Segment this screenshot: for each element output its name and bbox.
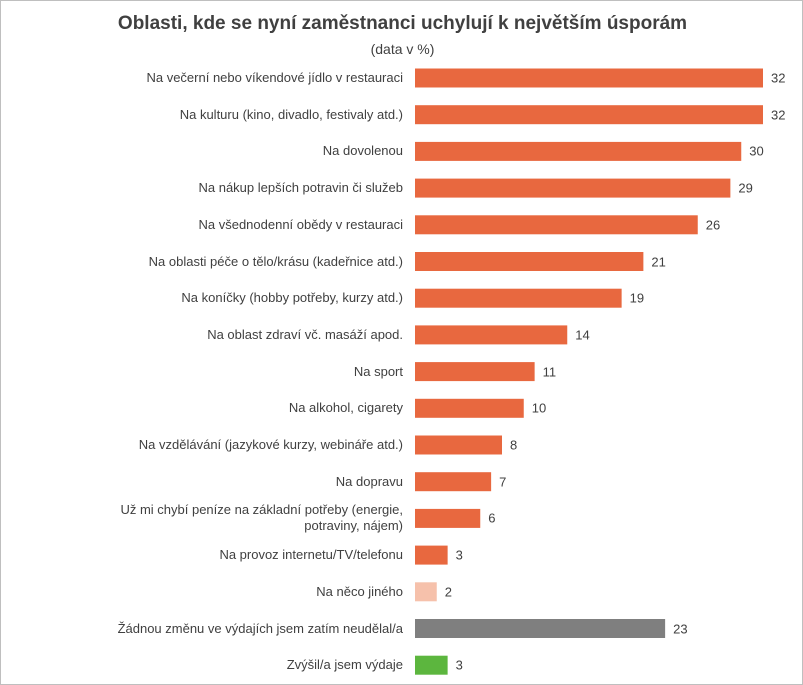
category-label: Na sport bbox=[353, 363, 403, 379]
value-label: 7 bbox=[499, 474, 507, 490]
value-label: 14 bbox=[575, 327, 590, 343]
category-label: Na něco jiného bbox=[316, 583, 403, 599]
bar bbox=[415, 545, 448, 565]
category-label: Na vzdělávání (jazykové kurzy, webináře … bbox=[138, 437, 403, 452]
category-label: Na dopravu bbox=[335, 473, 403, 489]
bar bbox=[415, 252, 644, 271]
value-label: 10 bbox=[531, 400, 547, 416]
value-label: 21 bbox=[651, 254, 666, 269]
category-label: Na oblast zdraví vč. masáží apod. bbox=[207, 326, 403, 342]
value-label: 32 bbox=[771, 107, 786, 123]
category-label: Na dovolenou bbox=[322, 143, 403, 159]
category-label: Na provoz internetu/TV/telefonu bbox=[219, 547, 403, 563]
value-label: 2 bbox=[444, 584, 452, 600]
bar bbox=[415, 472, 492, 492]
category-label: Na večerní nebo víkendové jídlo v restau… bbox=[146, 70, 403, 85]
value-label: 3 bbox=[455, 657, 463, 673]
value-label: 11 bbox=[542, 364, 557, 380]
bar bbox=[415, 105, 763, 125]
bar bbox=[415, 655, 448, 675]
bar bbox=[415, 508, 481, 528]
value-label: 30 bbox=[749, 143, 764, 159]
chart-title: Oblasti, kde se nyní zaměstnanci uchyluj… bbox=[117, 13, 688, 34]
value-label: 3 bbox=[455, 547, 463, 563]
category-label: Na všednodenní obědy v restauraci bbox=[198, 216, 403, 232]
value-label: 26 bbox=[705, 217, 721, 233]
bar bbox=[415, 215, 698, 235]
bar bbox=[415, 398, 524, 418]
category-label: Zvýšil/a jsem výdaje bbox=[286, 657, 403, 673]
bar bbox=[415, 619, 666, 638]
bar bbox=[415, 582, 437, 602]
value-label: 6 bbox=[488, 510, 496, 526]
bar bbox=[415, 68, 763, 88]
category-label: Na alkohol, cigarety bbox=[288, 400, 403, 416]
bar bbox=[415, 288, 622, 308]
bar bbox=[415, 435, 502, 455]
value-label: 29 bbox=[738, 180, 753, 196]
category-label: Na koníčky (hobby potřeby, kurzy atd.) bbox=[181, 290, 403, 306]
value-label: 32 bbox=[771, 70, 786, 86]
category-label: Už mi chybí peníze na základní potřeby (… bbox=[120, 502, 403, 534]
value-label: 8 bbox=[510, 437, 518, 453]
value-label: 23 bbox=[673, 621, 688, 636]
category-label: Na oblasti péče o tělo/krásu (kadeřnice … bbox=[148, 253, 403, 269]
bar bbox=[415, 362, 535, 382]
value-label: 19 bbox=[629, 290, 645, 306]
category-label: Na kulturu (kino, divadlo, festivaly atd… bbox=[179, 106, 403, 122]
category-label: Na nákup lepších potravin či služeb bbox=[198, 180, 403, 196]
bar bbox=[415, 141, 742, 161]
bar bbox=[415, 178, 731, 198]
bar bbox=[415, 325, 568, 345]
category-label: Žádnou změnu ve výdajích jsem zatím neud… bbox=[117, 620, 403, 636]
chart-subtitle: (data v %) bbox=[370, 41, 435, 57]
